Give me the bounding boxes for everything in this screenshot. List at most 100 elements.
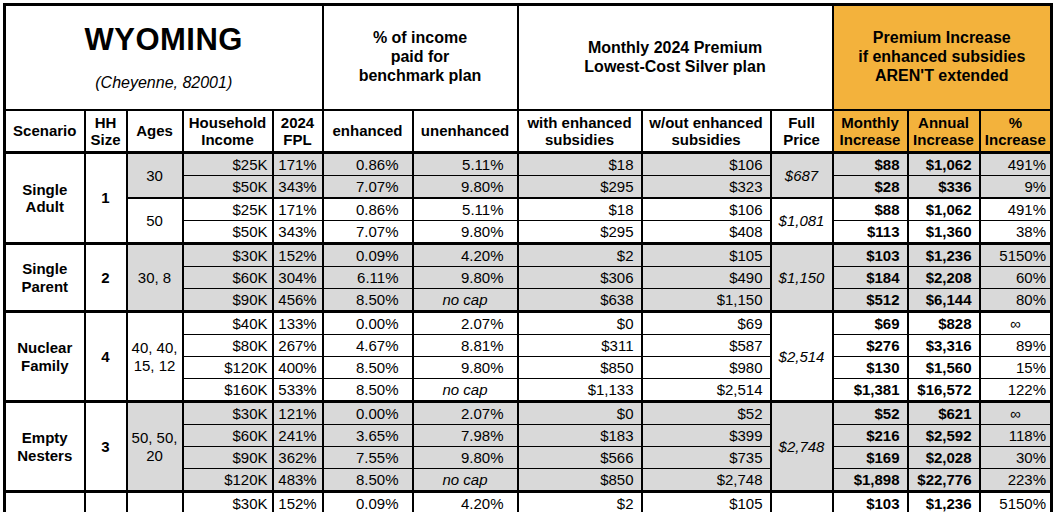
cell-full-price: $3,284: [771, 492, 833, 512]
cell-monthly-increase: $184: [833, 267, 908, 289]
cell-annual-increase: $1,062: [908, 153, 980, 176]
cell-monthly-increase: $216: [833, 425, 908, 447]
cell-annual-increase: $1,360: [908, 221, 980, 244]
cell-fpl: 121%: [273, 402, 323, 425]
cell-with-subsidies: $306: [518, 267, 642, 289]
cell-income: $60K: [183, 267, 273, 289]
cell-enhanced-pct: 7.07%: [323, 176, 413, 199]
cell-income: $50K: [183, 221, 273, 244]
state-location: (Cheyenne, 82001): [8, 74, 320, 92]
cell-unenhanced-pct: 2.07%: [413, 402, 518, 425]
cell-unenhanced-pct: 7.98%: [413, 425, 518, 447]
cell-monthly-increase: $88: [833, 153, 908, 176]
cell-monthly-increase: $103: [833, 492, 908, 512]
cell-annual-increase: $22,776: [908, 469, 980, 492]
cell-enhanced-pct: 6.11%: [323, 267, 413, 289]
col-header-fpl: 2024 FPL: [273, 110, 323, 153]
cell-hh-size: 2: [85, 492, 127, 512]
cell-annual-increase: $336: [908, 176, 980, 199]
cell-fpl: 456%: [273, 289, 323, 312]
cell-enhanced-pct: 0.86%: [323, 153, 413, 176]
col-header-without-subsidies: w/out enhanced subsidies: [642, 110, 771, 153]
cell-unenhanced-pct: 8.81%: [413, 335, 518, 357]
cell-without-subsidies: $980: [642, 357, 771, 379]
state-name: WYOMING: [8, 24, 320, 57]
column-header-row: Scenario HH Size Ages Household Income 2…: [5, 110, 1052, 153]
cell-with-subsidies: $566: [518, 447, 642, 469]
cell-full-price: $1,081: [771, 198, 833, 244]
cell-income: $25K: [183, 153, 273, 176]
cell-with-subsidies: $18: [518, 198, 642, 221]
cell-enhanced-pct: 0.09%: [323, 492, 413, 512]
cell-full-price: $687: [771, 153, 833, 199]
col-header-hh-size: HH Size: [85, 110, 127, 153]
cell-unenhanced-pct: 4.20%: [413, 244, 518, 267]
cell-with-subsidies: $0: [518, 312, 642, 335]
cell-ages: 50, 50, 20: [127, 402, 183, 492]
cell-enhanced-pct: 4.67%: [323, 335, 413, 357]
cell-monthly-increase: $69: [833, 312, 908, 335]
cell-unenhanced-pct: no cap: [413, 469, 518, 492]
premium-table-sheet: WYOMING (Cheyenne, 82001) % of income pa…: [0, 0, 1053, 512]
cell-scenario: Single Adult: [5, 153, 85, 244]
cell-annual-increase: $3,316: [908, 335, 980, 357]
cell-annual-increase: $1,062: [908, 198, 980, 221]
cell-hh-size: 4: [85, 312, 127, 402]
cell-monthly-increase: $1,381: [833, 379, 908, 402]
cell-with-subsidies: $850: [518, 469, 642, 492]
cell-monthly-increase: $88: [833, 198, 908, 221]
cell-pct-increase: 491%: [980, 198, 1052, 221]
cell-fpl: 343%: [273, 176, 323, 199]
cell-income: $40K: [183, 312, 273, 335]
cell-enhanced-pct: 0.09%: [323, 244, 413, 267]
cell-without-subsidies: $106: [642, 153, 771, 176]
table-row: 50$25K171%0.86%5.11%$18$106$1,081$88$1,0…: [5, 198, 1052, 221]
cell-income: $50K: [183, 176, 273, 199]
table-row: Nuclear Family440, 40, 15, 12$40K133%0.0…: [5, 312, 1052, 335]
cell-fpl: 343%: [273, 221, 323, 244]
cell-pct-increase: 80%: [980, 289, 1052, 312]
col-header-monthly-increase: Monthly Increase: [833, 110, 908, 153]
cell-with-subsidies: $311: [518, 335, 642, 357]
cell-with-subsidies: $0: [518, 402, 642, 425]
cell-annual-increase: $1,236: [908, 244, 980, 267]
cell-enhanced-pct: 0.86%: [323, 198, 413, 221]
cell-without-subsidies: $2,748: [642, 469, 771, 492]
cell-ages: 40, 40, 15, 12: [127, 312, 183, 402]
cell-fpl: 362%: [273, 447, 323, 469]
table-row: Pre- Retirees260, 60$30K152%0.09%4.20%$2…: [5, 492, 1052, 512]
cell-enhanced-pct: 8.50%: [323, 379, 413, 402]
cell-enhanced-pct: 8.50%: [323, 289, 413, 312]
cell-with-subsidies: $638: [518, 289, 642, 312]
header-group-row: WYOMING (Cheyenne, 82001) % of income pa…: [5, 5, 1052, 111]
premium-table: WYOMING (Cheyenne, 82001) % of income pa…: [3, 3, 1053, 512]
cell-income: $30K: [183, 492, 273, 512]
cell-monthly-increase: $130: [833, 357, 908, 379]
header-premium: Monthly 2024 Premium Lowest-Cost Silver …: [518, 5, 833, 111]
cell-annual-increase: $16,572: [908, 379, 980, 402]
cell-with-subsidies: $2: [518, 492, 642, 512]
cell-ages: 60, 60: [127, 492, 183, 512]
cell-unenhanced-pct: 2.07%: [413, 312, 518, 335]
cell-monthly-increase: $169: [833, 447, 908, 469]
cell-annual-increase: $828: [908, 312, 980, 335]
cell-enhanced-pct: 0.00%: [323, 312, 413, 335]
cell-pct-increase: ∞: [980, 402, 1052, 425]
cell-without-subsidies: $52: [642, 402, 771, 425]
cell-monthly-increase: $512: [833, 289, 908, 312]
cell-pct-increase: 118%: [980, 425, 1052, 447]
cell-income: $90K: [183, 289, 273, 312]
cell-without-subsidies: $69: [642, 312, 771, 335]
cell-enhanced-pct: 8.50%: [323, 357, 413, 379]
cell-ages: 30, 8: [127, 244, 183, 312]
cell-pct-increase: 15%: [980, 357, 1052, 379]
cell-ages: 50: [127, 198, 183, 244]
cell-annual-increase: $1,560: [908, 357, 980, 379]
cell-fpl: 400%: [273, 357, 323, 379]
cell-unenhanced-pct: 5.11%: [413, 153, 518, 176]
cell-without-subsidies: $587: [642, 335, 771, 357]
cell-income: $120K: [183, 357, 273, 379]
table-row: Single Parent230, 8$30K152%0.09%4.20%$2$…: [5, 244, 1052, 267]
cell-unenhanced-pct: 5.11%: [413, 198, 518, 221]
cell-pct-increase: 89%: [980, 335, 1052, 357]
